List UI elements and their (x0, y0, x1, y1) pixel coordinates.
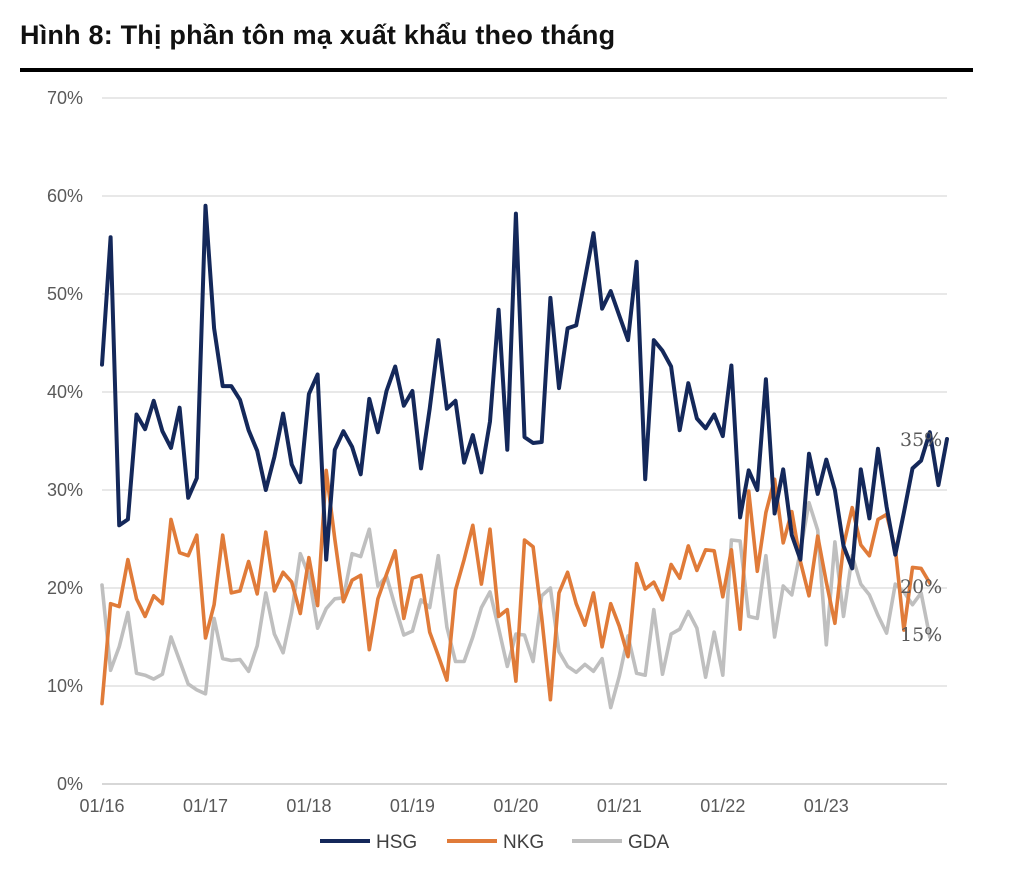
series-lines (100, 203, 949, 710)
y-tick-label: 40% (47, 382, 83, 402)
series-line-hsg (100, 203, 949, 571)
x-tick-label: 01/22 (700, 796, 745, 816)
series-line-gda (100, 500, 932, 710)
end-label: 35% (900, 429, 942, 451)
x-tick-label: 01/23 (804, 796, 849, 816)
title-underline (20, 68, 973, 72)
legend-label-nkg: NKG (503, 832, 544, 853)
y-tick-label: 60% (47, 186, 83, 206)
legend-label-gda: GDA (628, 832, 670, 853)
figure-title: Hình 8: Thị phần tôn mạ xuất khẩu theo t… (20, 20, 616, 50)
y-tick-label: 20% (47, 578, 83, 598)
x-axis-ticks: 01/16 01/17 01/18 01/19 01/20 01/21 01/22 01/23 (79, 796, 848, 816)
y-tick-label: 50% (47, 284, 83, 304)
legend: HSG NKG GDA (320, 832, 670, 853)
x-tick-label: 01/16 (79, 796, 124, 816)
x-tick-label: 01/21 (597, 796, 642, 816)
y-tick-label: 30% (47, 480, 83, 500)
x-tick-label: 01/18 (286, 796, 331, 816)
y-tick-label: 10% (47, 676, 83, 696)
x-tick-label: 01/19 (390, 796, 435, 816)
y-tick-label: 0% (57, 774, 83, 794)
end-label: 15% (900, 624, 942, 646)
end-label: 20% (900, 576, 942, 598)
y-axis-ticks: 0% 10% 20% 30% 40% 50% 60% 70% (47, 88, 83, 794)
series-line-nkg (100, 468, 932, 706)
end-labels: 35% 20% 15% (900, 429, 942, 646)
x-tick-label: 01/20 (493, 796, 538, 816)
gridlines (102, 97, 947, 785)
legend-label-hsg: HSG (376, 832, 417, 853)
y-tick-label: 70% (47, 88, 83, 108)
x-tick-label: 01/17 (183, 796, 228, 816)
